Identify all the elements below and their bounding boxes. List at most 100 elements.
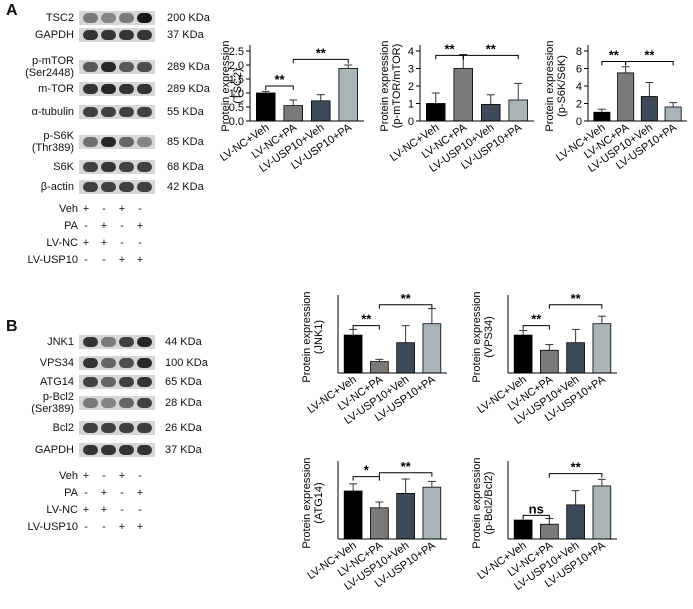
a-treatment-label: Veh xyxy=(59,203,78,215)
panel-label-b: B xyxy=(6,318,18,335)
bar xyxy=(513,334,533,374)
y-axis-label: Protein expression xyxy=(301,457,313,548)
bar xyxy=(617,72,635,122)
bar xyxy=(508,99,528,122)
a-blot-strip xyxy=(79,135,155,149)
a-blot-label: GAPDH xyxy=(34,29,74,41)
a-treatment-sign: - xyxy=(120,220,124,232)
a-blot-band xyxy=(83,30,98,40)
a-blot-band xyxy=(119,30,134,40)
bar xyxy=(343,334,363,374)
b-blot-label: JNK1 xyxy=(47,336,74,348)
a-blot-band xyxy=(83,162,98,172)
a-treatment-sign: - xyxy=(84,220,88,232)
a-blot-label: S6K xyxy=(53,161,74,173)
y-axis-label: (p-mTOR/mTOR) xyxy=(391,44,403,129)
y-axis-label: Protein expression xyxy=(544,40,556,131)
bar xyxy=(480,103,501,122)
b-blot-band xyxy=(119,358,134,368)
a-treatment-sign: - xyxy=(138,203,142,215)
y-axis-label: (p-S6K/S6K) xyxy=(556,55,568,117)
y-tick-label: 0 xyxy=(408,116,414,128)
a-treatment-label: LV-USP10 xyxy=(27,254,78,266)
a-blot-kda: 42 KDa xyxy=(167,181,204,193)
a-blot-band xyxy=(83,84,98,94)
significance-bracket xyxy=(352,476,380,481)
bar xyxy=(664,106,682,122)
b-blot-label: Bcl2 xyxy=(52,422,74,434)
significance-label: ** xyxy=(316,45,327,60)
y-tick-label: 3 xyxy=(408,64,414,76)
a-blot-band xyxy=(119,137,134,147)
b-blot-kda: 28 KDa xyxy=(165,397,202,409)
a-blot-label: p-S6K (Thr389) xyxy=(31,130,74,154)
a-blot-band xyxy=(101,62,116,72)
y-tick-label: 4 xyxy=(408,46,414,58)
significance-label: * xyxy=(364,463,370,478)
a-treatment-label: PA xyxy=(64,220,78,232)
a-blot-band xyxy=(83,137,98,147)
b-treatment-sign: + xyxy=(136,487,144,499)
a-blot-label: p-mTOR (Ser2448) xyxy=(25,55,74,79)
a-treatment-sign: + xyxy=(82,203,90,215)
a-blot-label: β-actin xyxy=(40,181,74,193)
b-blot-band xyxy=(137,423,152,433)
chart-5: Protein expression (VPS34)LV-NC+VehLV-NC+… xyxy=(471,291,617,427)
bar xyxy=(343,490,363,540)
bar xyxy=(338,67,358,122)
b-treatment-sign: - xyxy=(84,521,88,533)
y-tick-label: 2.0 xyxy=(229,60,244,72)
b-blot-band xyxy=(119,445,134,455)
y-tick-label: 2.5 xyxy=(229,46,244,58)
bar xyxy=(396,342,415,374)
b-treatment-sign: + xyxy=(136,521,144,533)
chart-7: Protein expression (p-Bcl2/Bcl2)LV-NC+Veh… xyxy=(471,457,617,593)
a-blot-band xyxy=(101,137,116,147)
b-treatment-sign: - xyxy=(84,487,88,499)
a-blot-label: m-TOR xyxy=(38,83,74,95)
b-blot-kda: 26 KDa xyxy=(165,422,202,434)
significance-label: ** xyxy=(531,312,542,327)
y-tick-label: 8 xyxy=(576,46,582,58)
b-blot-band xyxy=(101,377,116,387)
chart-3: Protein expression (p-S6K/S6K)02468LV-NC+… xyxy=(544,40,687,175)
significance-label: ** xyxy=(444,41,455,56)
significance-bracket xyxy=(378,472,433,477)
b-blot-band xyxy=(83,445,98,455)
a-blot-kda: 37 KDa xyxy=(167,29,204,41)
a-blot-band xyxy=(137,30,152,40)
b-blot-band xyxy=(119,377,134,387)
a-blot-band xyxy=(119,84,134,94)
bar xyxy=(566,342,585,374)
y-tick-label: 0.0 xyxy=(229,116,244,128)
b-treatment-sign: + xyxy=(100,487,108,499)
significance-label: ** xyxy=(361,312,372,327)
a-treatment-sign: - xyxy=(84,254,88,266)
b-blot-strip xyxy=(79,396,155,410)
significance-label: ** xyxy=(571,460,582,475)
a-blot-strip xyxy=(79,11,155,25)
y-tick-label: 4 xyxy=(576,81,582,93)
significance-label: ** xyxy=(274,72,285,87)
a-blot-band xyxy=(119,62,134,72)
y-axis-label: Protein expression xyxy=(220,40,232,131)
bar xyxy=(453,68,473,122)
significance-label: ** xyxy=(486,41,497,56)
significance-bracket xyxy=(352,325,380,330)
b-blot-band xyxy=(137,337,152,347)
b-blot-kda: 37 KDa xyxy=(165,444,202,456)
b-blot-strip xyxy=(79,335,155,349)
a-blot-kda: 85 KDa xyxy=(167,136,204,148)
bar xyxy=(540,523,559,540)
a-blot-band xyxy=(83,182,98,192)
a-blot-strip xyxy=(79,160,155,174)
y-axis-label: Protein expression xyxy=(379,40,391,131)
b-treatment-sign: - xyxy=(102,521,106,533)
a-treatment-sign: + xyxy=(100,237,108,249)
b-blot-band xyxy=(101,337,116,347)
bar xyxy=(640,96,658,122)
b-treatment-sign: - xyxy=(138,504,142,516)
bar xyxy=(310,100,331,122)
chart-6: Protein expression (ATG14)LV-NC+VehLV-NC+… xyxy=(301,457,447,593)
b-treatment-sign: + xyxy=(82,504,90,516)
